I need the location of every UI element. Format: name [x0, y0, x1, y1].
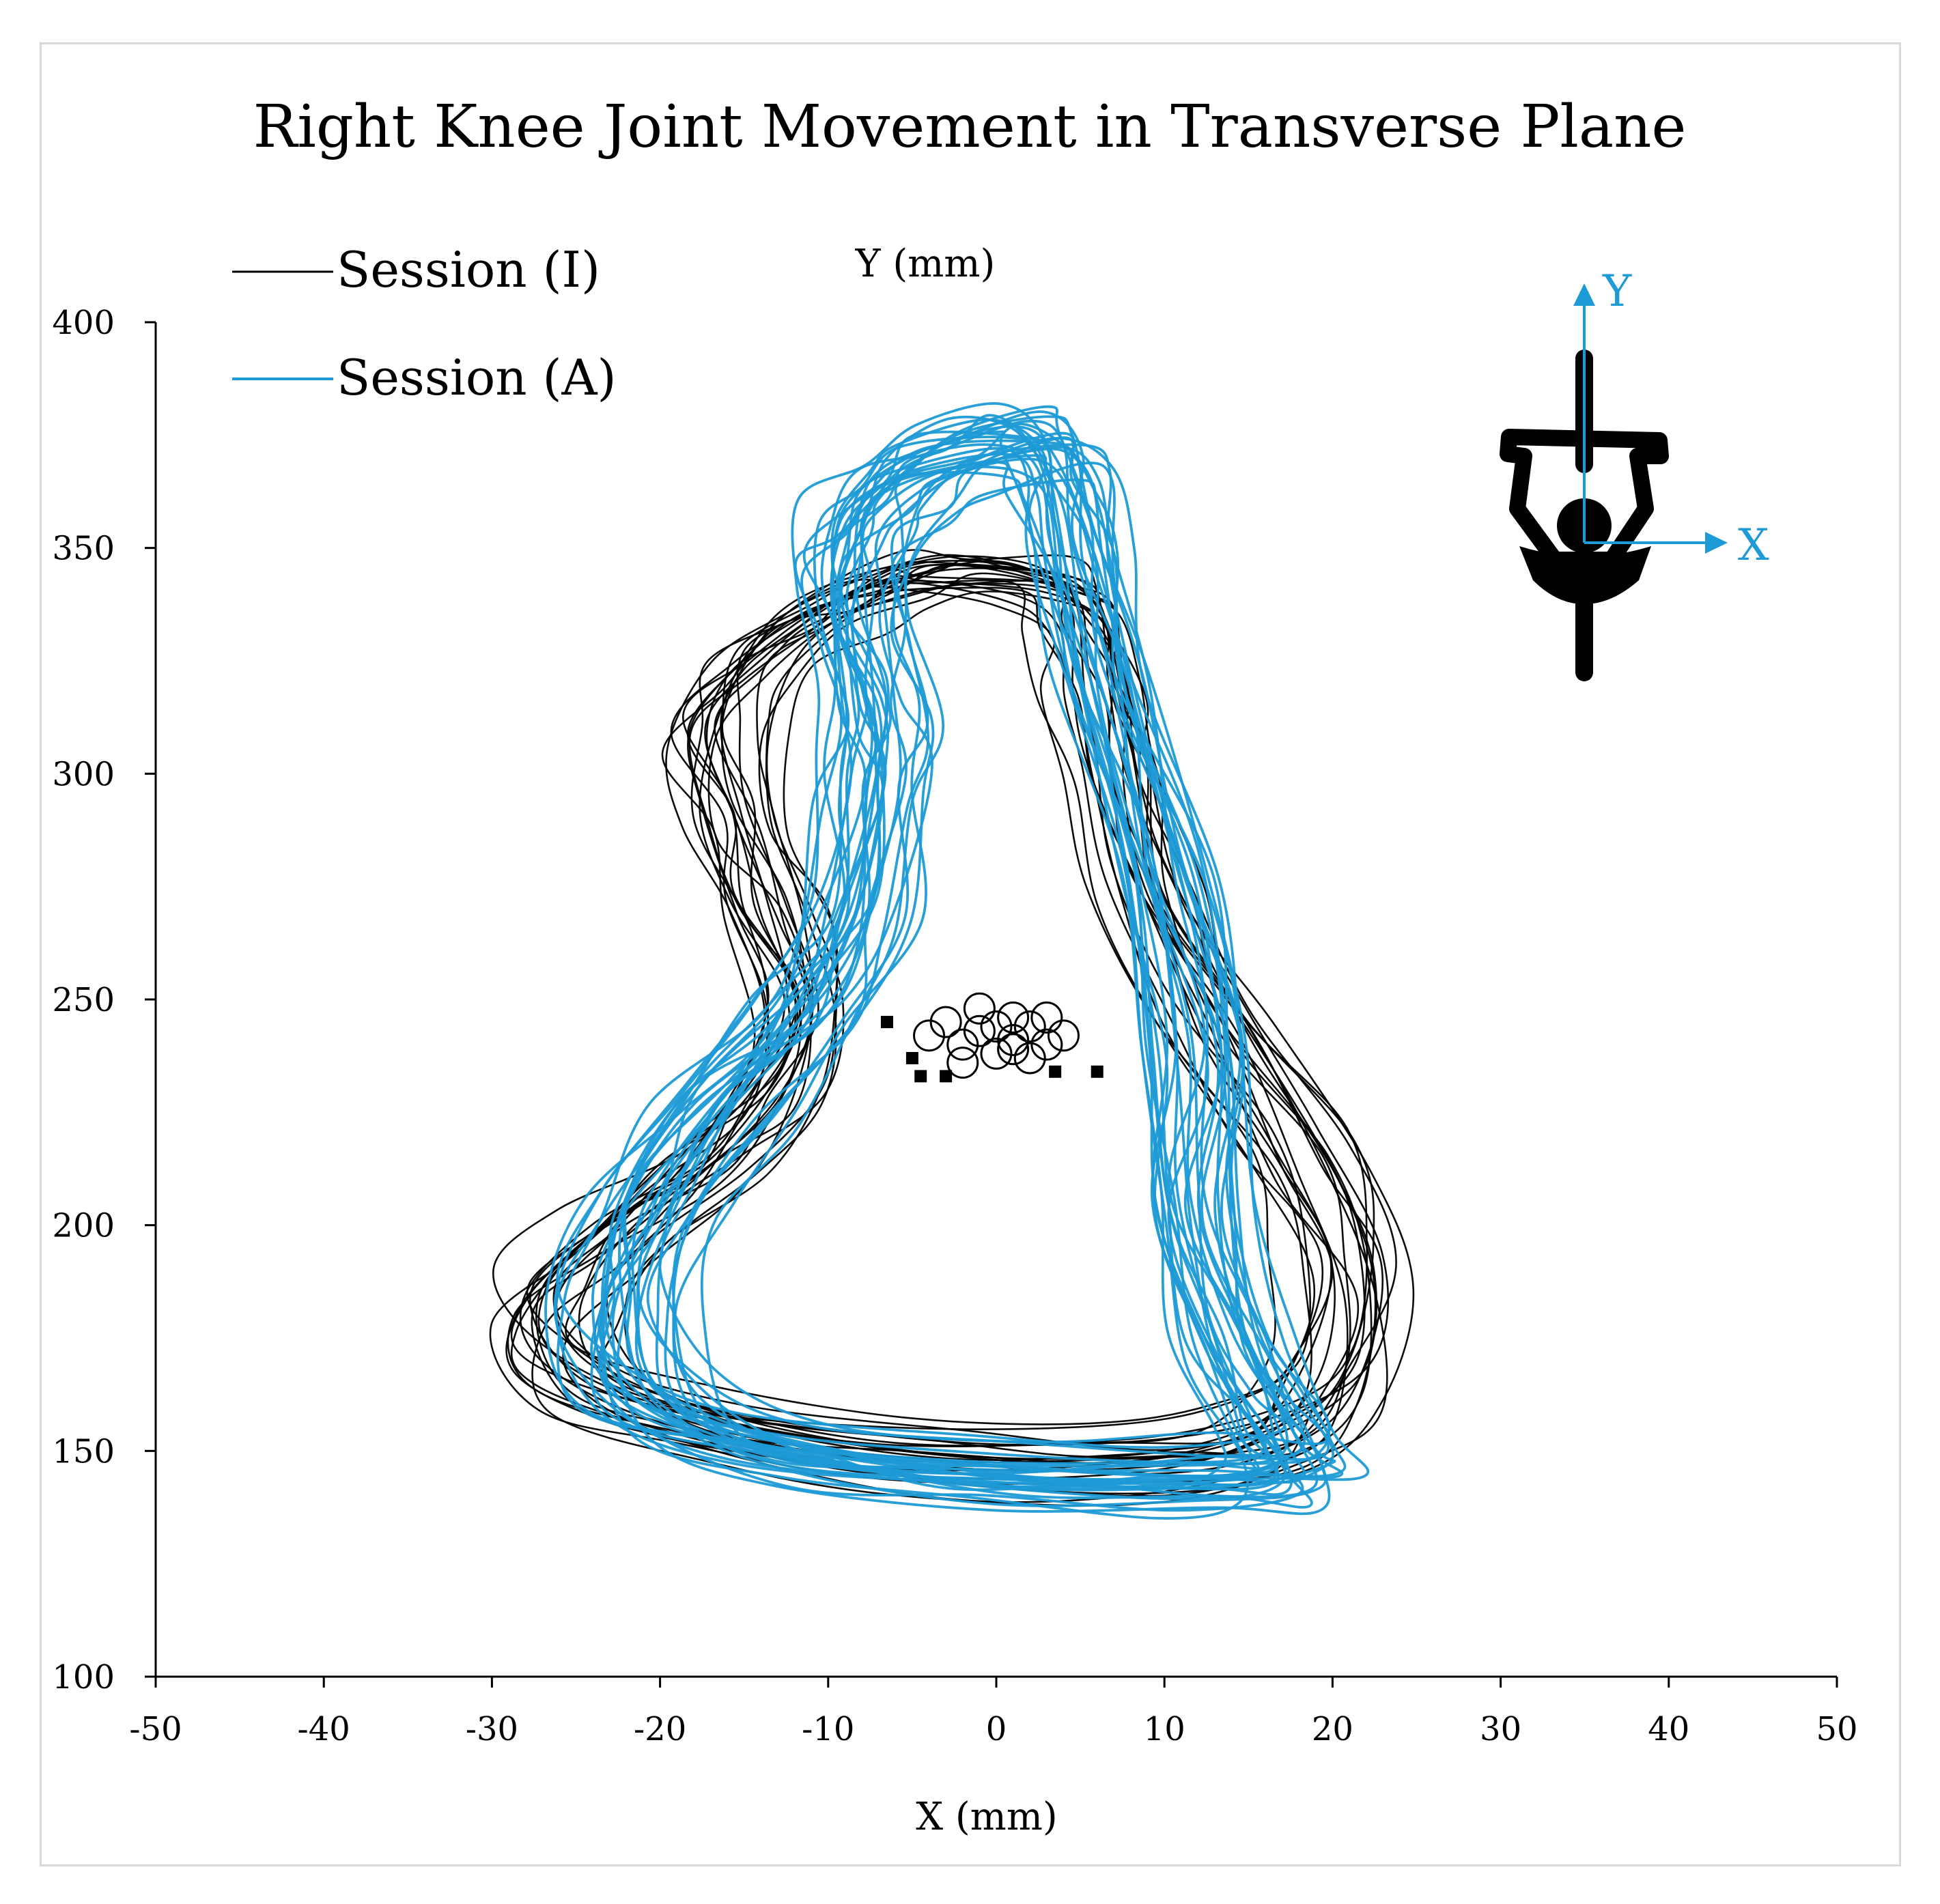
- marker-square: [880, 1016, 893, 1029]
- marker-square: [1049, 1065, 1062, 1078]
- cyclist-orientation-inset: Y X: [1500, 266, 1769, 681]
- x-tick-label: 50: [1816, 1710, 1857, 1748]
- y-tick-label: 200: [52, 1207, 115, 1245]
- series-line: [636, 405, 1306, 1481]
- series-line: [600, 430, 1304, 1512]
- marker-circle: [980, 1010, 1013, 1043]
- series-line: [531, 549, 1388, 1497]
- legend-label-session-a: Session (A): [337, 349, 617, 406]
- y-tick-label: 150: [52, 1432, 115, 1470]
- marker-circle: [1030, 1001, 1063, 1034]
- y-tick-label: 300: [52, 755, 115, 793]
- marker-circle: [913, 1019, 946, 1052]
- chart-title: Right Knee Joint Movement in Transverse …: [253, 93, 1687, 161]
- series-line: [552, 586, 1276, 1447]
- x-tick-label: -50: [129, 1710, 182, 1748]
- x-tick-label: -20: [634, 1710, 686, 1748]
- y-axis-label: Y (mm): [855, 242, 996, 286]
- series-line: [553, 402, 1287, 1501]
- series-line: [631, 457, 1303, 1474]
- x-tick-label: -10: [802, 1710, 854, 1748]
- series-line: [598, 410, 1327, 1507]
- x-tick-label: -40: [298, 1710, 350, 1748]
- x-axis-label: X (mm): [916, 1795, 1058, 1839]
- x-tick-label: 40: [1648, 1710, 1689, 1748]
- series-line: [604, 447, 1335, 1486]
- inset-x-arrow-icon: [1705, 532, 1728, 554]
- inset-y-label: Y: [1602, 266, 1632, 317]
- x-tick-label: -30: [466, 1710, 518, 1748]
- inset-x-label: X: [1738, 520, 1769, 571]
- series-line: [646, 478, 1331, 1468]
- marker-circle: [946, 1047, 979, 1079]
- legend: Session (I) Session (A): [232, 241, 617, 406]
- marker-circle: [1013, 1042, 1046, 1075]
- marker-square: [940, 1070, 953, 1083]
- y-tick-label: 400: [52, 304, 115, 342]
- x-tick-label: 20: [1312, 1710, 1353, 1748]
- series-line: [672, 423, 1293, 1496]
- marker-square: [914, 1070, 927, 1083]
- marker-circle: [1030, 1028, 1063, 1061]
- inset-y-arrow-icon: [1573, 283, 1595, 306]
- series-line: [562, 564, 1349, 1503]
- marker-circle: [980, 1037, 1013, 1070]
- series-line: [636, 436, 1330, 1461]
- marker-circle: [1047, 1019, 1080, 1052]
- x-tick-label: 10: [1144, 1710, 1185, 1748]
- marker-circle: [963, 992, 996, 1025]
- legend-label-session-i: Session (I): [337, 241, 600, 298]
- series-session-a: [544, 402, 1370, 1520]
- marker-circle: [1013, 1010, 1046, 1043]
- marker-circle: [997, 1001, 1030, 1034]
- series-line: [554, 436, 1278, 1487]
- marker-square: [1091, 1065, 1103, 1078]
- x-tick-label: 0: [986, 1710, 1007, 1748]
- marker-circle: [963, 1014, 996, 1047]
- marker-circle: [946, 1028, 979, 1061]
- marker-circle: [997, 1033, 1030, 1066]
- series-line: [590, 418, 1261, 1481]
- plot-markers: [880, 992, 1103, 1083]
- marker-circle: [929, 1006, 962, 1038]
- marker-circle: [997, 1024, 1030, 1057]
- chart-frame: [40, 42, 1901, 1866]
- y-tick-label: 350: [52, 530, 115, 568]
- x-tick-label: 30: [1480, 1710, 1521, 1748]
- y-tick-label: 250: [52, 981, 115, 1019]
- marker-square: [905, 1051, 918, 1064]
- y-tick-label: 100: [52, 1658, 115, 1696]
- axes: 100 150 200 250 300 350 400 -50 -40 -30 -20 -10 0 10 2…: [52, 304, 1857, 1748]
- plot-series: [489, 402, 1415, 1520]
